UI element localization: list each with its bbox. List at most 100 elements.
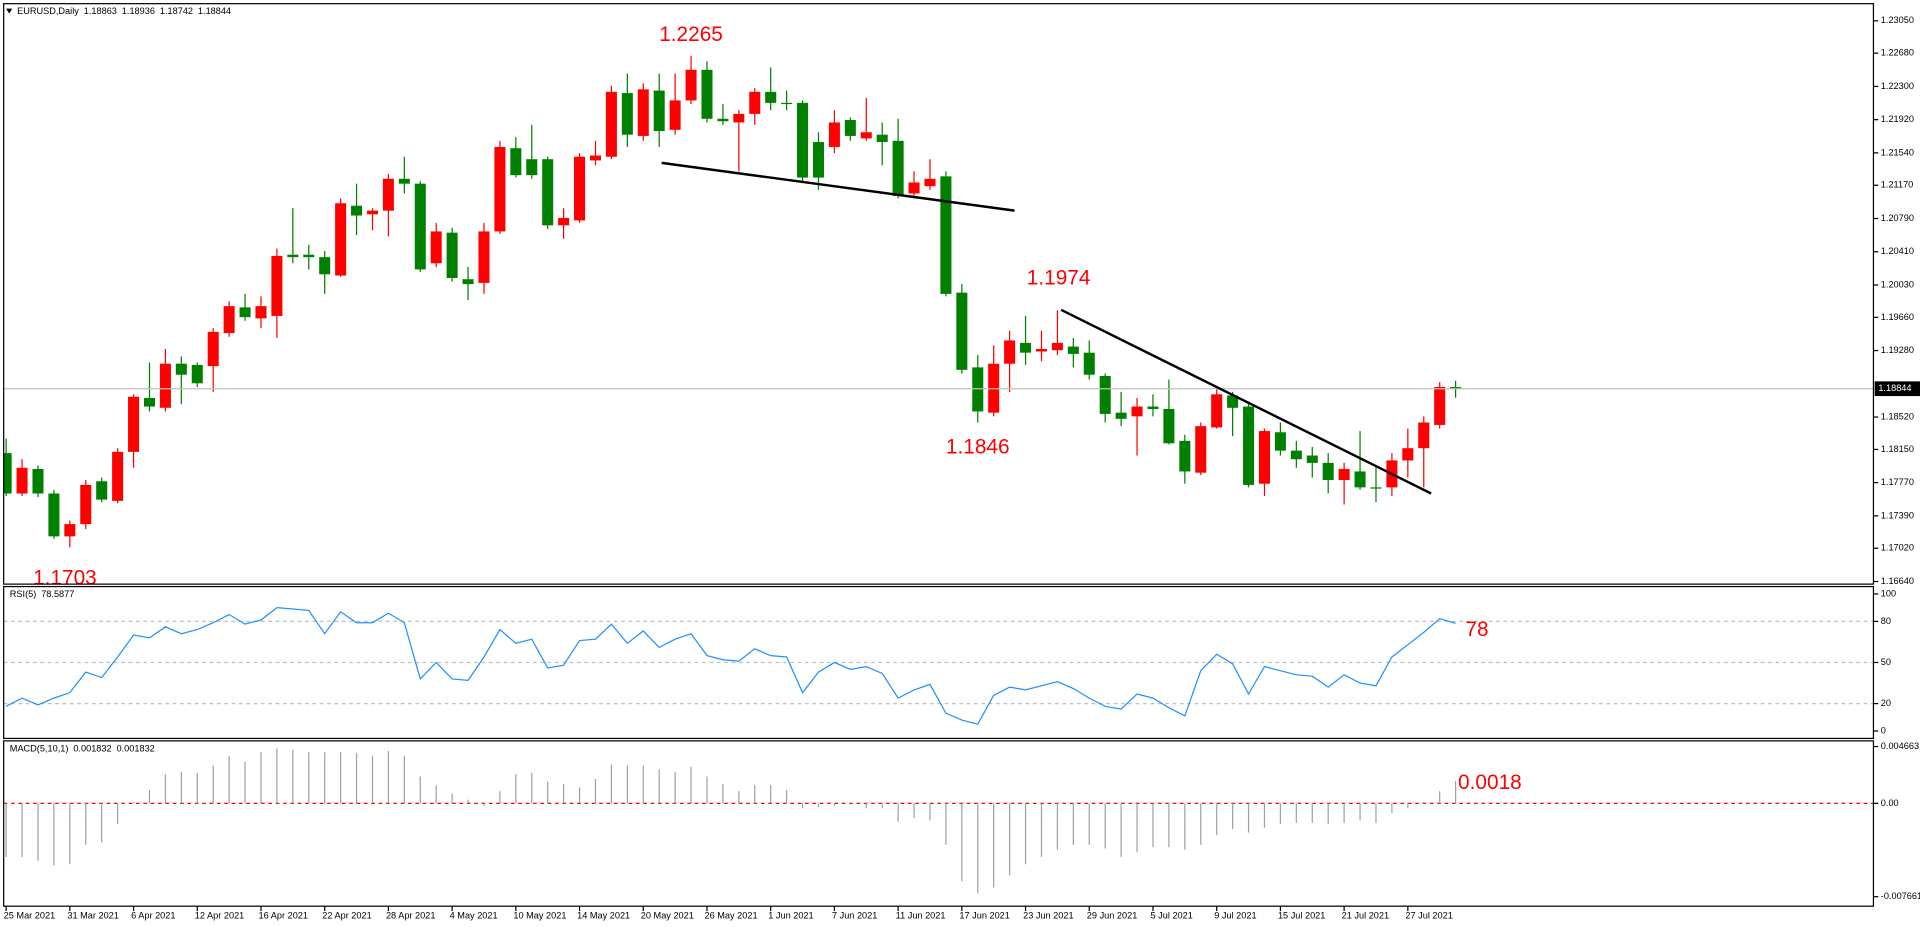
candle-body xyxy=(844,120,856,136)
macd-plot: 0.0018 xyxy=(3,748,1874,894)
candle-body xyxy=(494,146,506,232)
price-frame xyxy=(3,3,1875,585)
trend-lines xyxy=(661,161,1432,495)
annotation: 1.1703 xyxy=(33,567,97,590)
candle-body xyxy=(1083,352,1095,375)
candle-body xyxy=(876,134,888,143)
candle-body xyxy=(1179,440,1191,472)
candle-body xyxy=(510,148,522,176)
candle-body xyxy=(48,493,60,537)
x-tick-label: 22 Apr 2021 xyxy=(322,910,371,920)
candle-body xyxy=(669,100,681,130)
header-value: 0.001832 xyxy=(73,744,111,754)
candle-body xyxy=(526,159,538,176)
time-axis: 25 Mar 2021 31 Mar 2021 6 Apr 2021 12 Apr 2… xyxy=(4,906,1453,920)
candle-body xyxy=(781,102,793,105)
candle-body xyxy=(574,156,586,221)
candle-body xyxy=(128,396,140,452)
header-value: 1.18742 xyxy=(160,7,193,17)
x-tick-label: 10 May 2021 xyxy=(513,910,566,920)
y-tick-label: 1.18150 xyxy=(1881,444,1914,454)
y-tick-label: 1.16640 xyxy=(1881,576,1914,586)
candle-body xyxy=(924,178,936,187)
rsi-plot: 78 xyxy=(3,607,1874,725)
candle-body xyxy=(255,306,267,319)
candle-body xyxy=(797,102,809,178)
candle-body xyxy=(589,155,601,161)
panel-title: EURUSD,Daily xyxy=(17,7,79,17)
candle-body xyxy=(1163,409,1175,444)
y-tick-label: 1.22680 xyxy=(1881,48,1914,58)
x-tick-label: 6 Apr 2021 xyxy=(131,910,175,920)
annotation: 0.0018 xyxy=(1458,771,1522,794)
x-tick-label: 4 May 2021 xyxy=(450,910,498,920)
rsi-axis: 100 80 50 20 0 RSI(5) 78.5877 xyxy=(10,588,1896,735)
candle-body xyxy=(398,178,410,184)
annotation: 1.2265 xyxy=(659,23,723,46)
y-tick-label: 0 xyxy=(1881,725,1886,735)
candle-body xyxy=(733,113,745,123)
x-tick-label: 27 Jul 2021 xyxy=(1405,910,1452,920)
rsi-frame xyxy=(3,585,1875,740)
candle-body xyxy=(96,481,108,500)
candle-body xyxy=(303,254,315,258)
y-tick-label: 1.20790 xyxy=(1881,213,1914,223)
y-tick-label: 1.23050 xyxy=(1881,15,1914,25)
macd-frame xyxy=(3,740,1875,907)
candle-body xyxy=(446,232,458,278)
x-tick-label: 31 Mar 2021 xyxy=(67,910,119,920)
candle-body xyxy=(892,140,904,196)
price-plot: 1.2265 1.1974 1.1846 1.1703 xyxy=(3,23,1874,590)
x-tick-label: 28 Apr 2021 xyxy=(386,910,435,920)
candle-body xyxy=(112,451,124,501)
candle-body xyxy=(1147,406,1159,410)
trend-line xyxy=(661,161,1015,212)
panel-title: RSI(5) xyxy=(10,590,37,600)
candle-body xyxy=(1035,349,1047,352)
candle-body xyxy=(1099,375,1111,414)
y-tick-label: 100 xyxy=(1881,588,1896,598)
candle-body xyxy=(621,93,633,135)
y-tick-label: 1.20410 xyxy=(1881,246,1914,256)
candle-body xyxy=(749,91,761,114)
candle-body xyxy=(1051,342,1063,351)
y-tick-label: 1.21920 xyxy=(1881,114,1914,124)
candle-body xyxy=(80,484,92,525)
candle-body xyxy=(717,118,729,122)
candle-body xyxy=(414,183,426,270)
candle-body xyxy=(143,397,155,407)
x-tick-label: 9 Jul 2021 xyxy=(1214,910,1256,920)
candle-body xyxy=(382,178,394,211)
annotation: 1.1974 xyxy=(1027,267,1091,290)
x-tick-label: 20 May 2021 xyxy=(641,910,694,920)
x-tick-label: 11 Jun 2021 xyxy=(896,910,946,920)
panel-header: EURUSD,Daily 1.18863 1.18936 1.18742 1.18844 xyxy=(17,7,231,17)
y-tick-label: 1.19280 xyxy=(1881,345,1914,355)
candle-body xyxy=(1370,487,1382,489)
x-tick-label: 14 May 2021 xyxy=(577,910,630,920)
y-tick-label: 1.21170 xyxy=(1881,180,1913,190)
x-tick-label: 16 Apr 2021 xyxy=(259,910,308,920)
candle-body xyxy=(287,254,299,258)
candle-body xyxy=(653,90,665,132)
menu-triangle[interactable] xyxy=(6,8,13,14)
panel-header: RSI(5) 78.5877 xyxy=(10,590,75,600)
y-tick-label: 1.22300 xyxy=(1881,81,1914,91)
x-tick-label: 12 Apr 2021 xyxy=(195,910,244,920)
annotation: 78 xyxy=(1465,618,1488,641)
candle-body xyxy=(271,255,283,316)
y-tick-label: 1.18520 xyxy=(1881,411,1914,421)
candle-body xyxy=(1274,432,1286,451)
candle-body xyxy=(1290,450,1302,460)
candle-body xyxy=(1418,422,1430,449)
candle-body xyxy=(542,159,554,226)
candle-body xyxy=(175,363,187,375)
header-value: 0.001832 xyxy=(117,744,155,754)
candle-body xyxy=(1067,346,1079,354)
macd-axis: 0.004663 0.00 -0.007661 MACD(5,10,1) 0.00183… xyxy=(10,741,1920,901)
y-tick-label: 1.20030 xyxy=(1881,279,1914,289)
candle-body xyxy=(1322,462,1334,481)
candle-body xyxy=(159,363,171,408)
rsi-line xyxy=(5,607,1456,725)
